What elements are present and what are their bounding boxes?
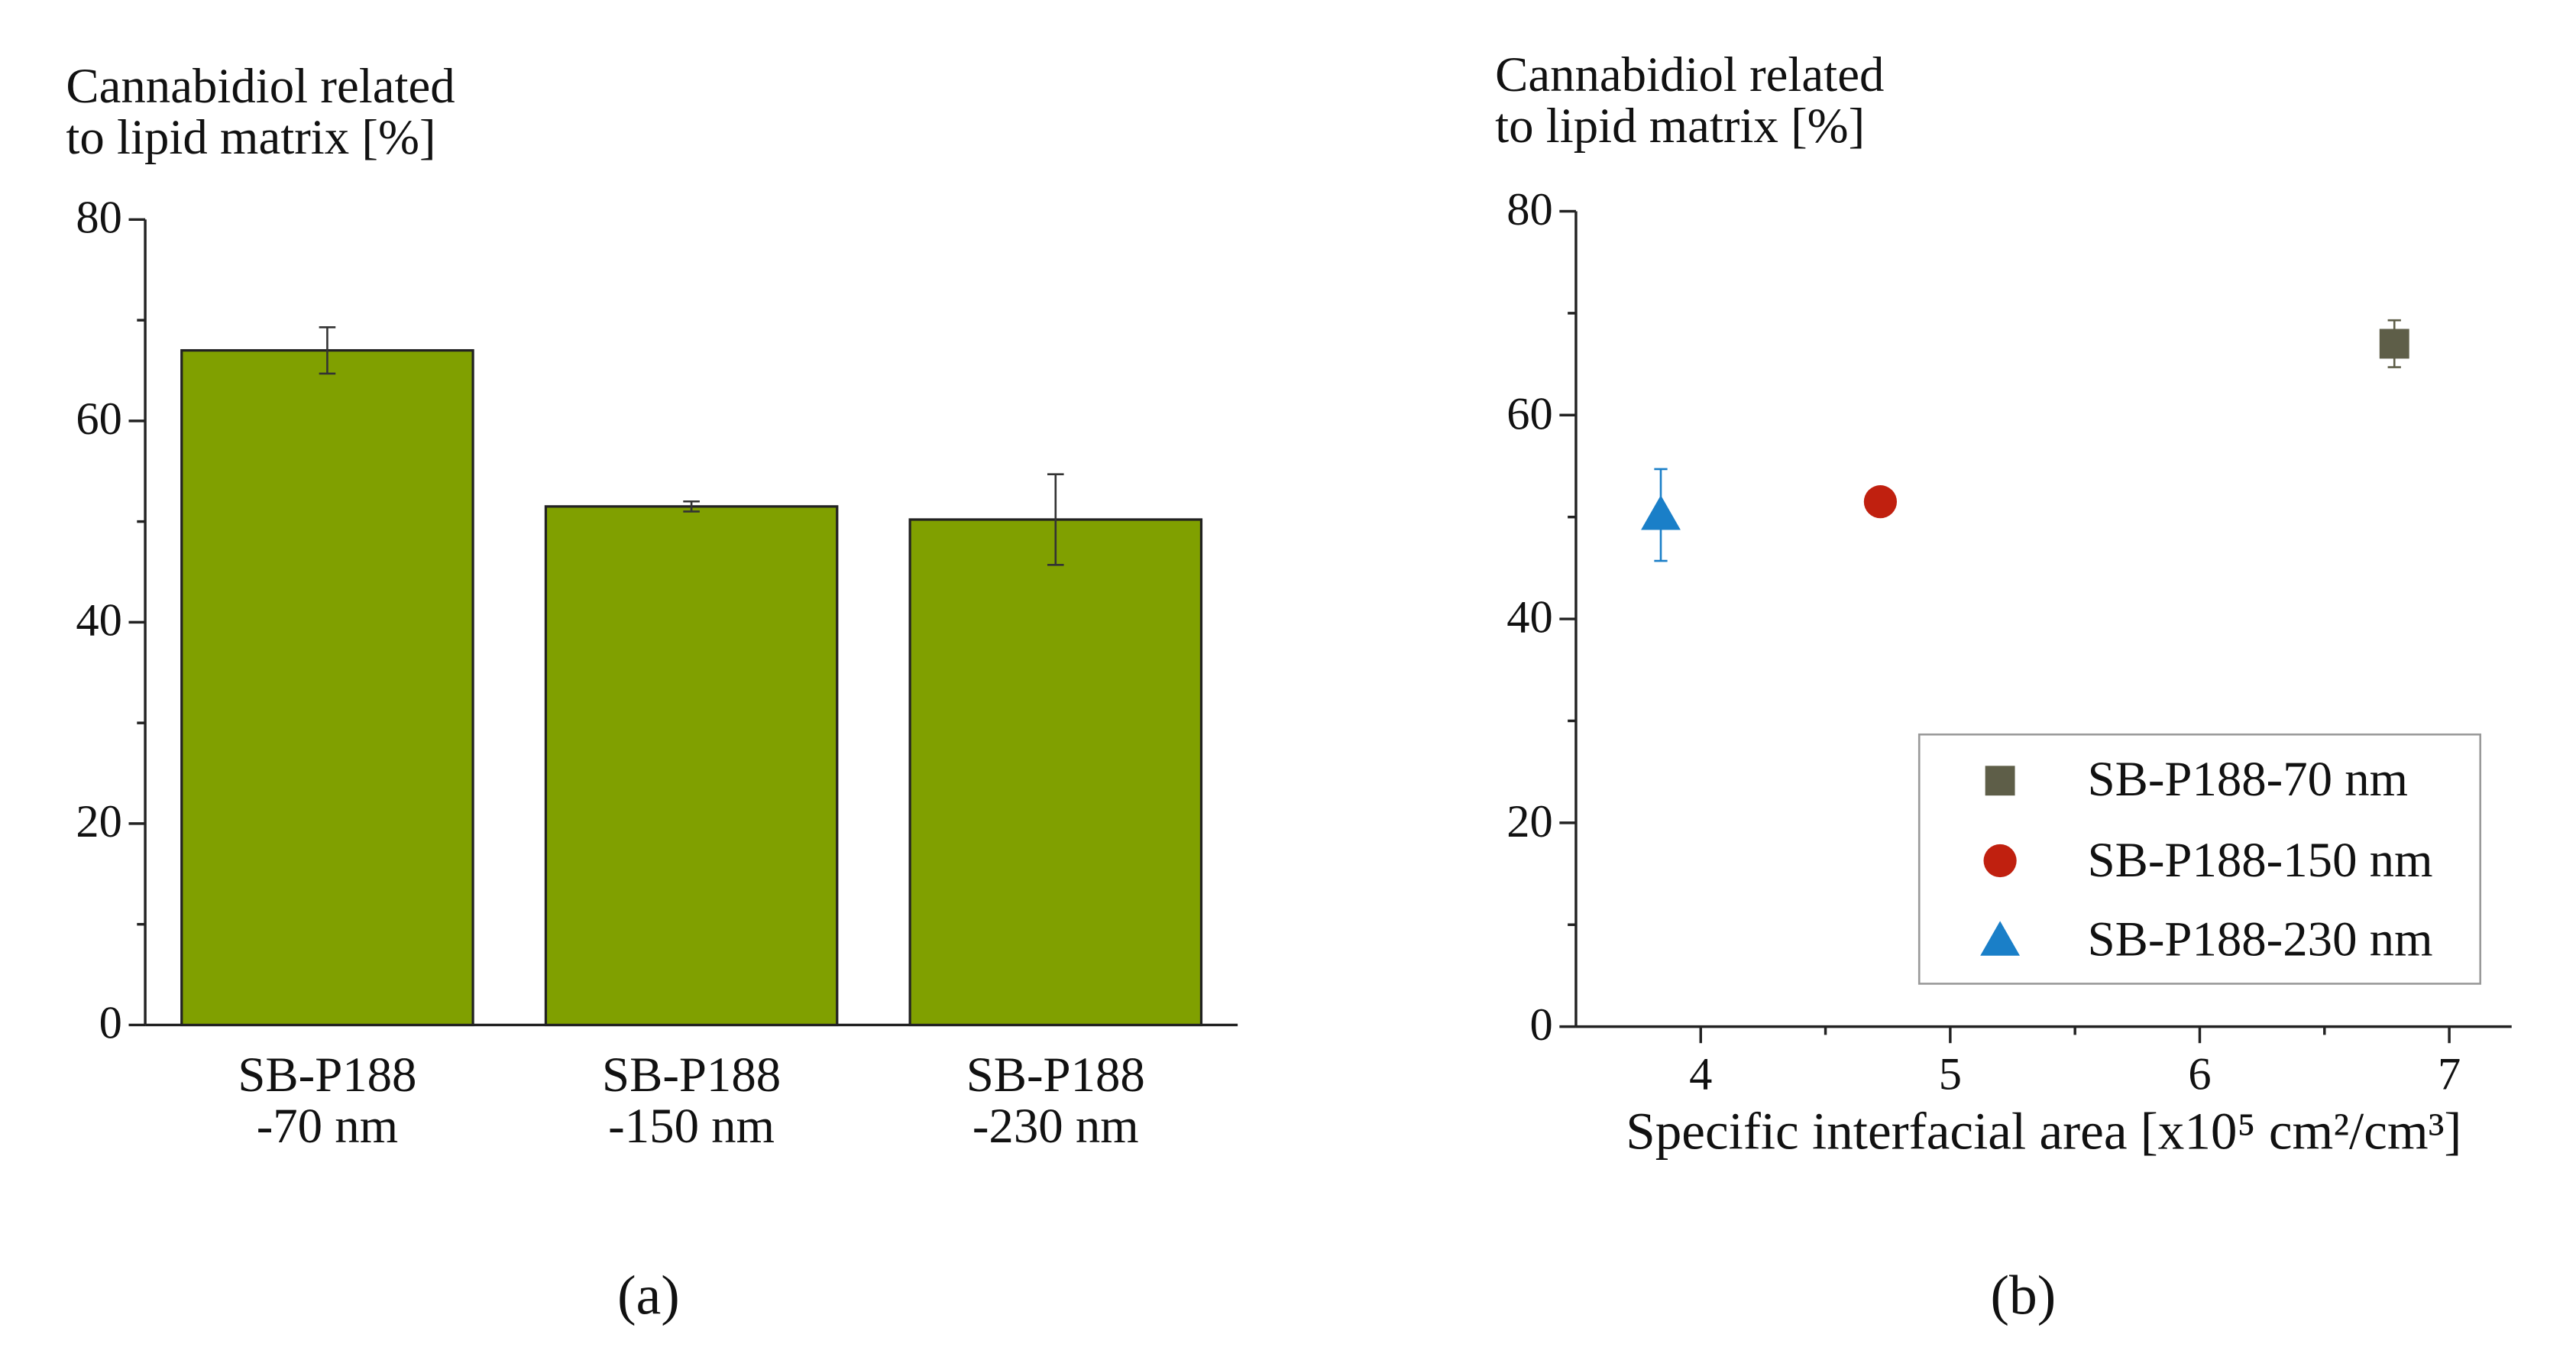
y-tick-label: 80 [1506,184,1553,236]
y-axis-label: Cannabidiol related to lipid matrix [%] [1495,47,1885,154]
legend-label: SB-P188-230 nm [2087,912,2433,967]
x-tick-label: SB-P188 -70 nm [238,1048,417,1154]
y-tick-label: 0 [1529,1000,1553,1052]
y-tick-label: 60 [1506,388,1553,440]
bar [908,518,1203,1027]
y-tick-label: 20 [76,797,122,849]
x-tick-label: 5 [1938,1049,1962,1101]
y-tick-label: 80 [76,193,122,245]
bar [544,505,839,1027]
point [1863,485,1898,519]
x-tick-label: 7 [2437,1049,2461,1101]
y-tick-label: 60 [76,394,122,446]
legend-marker [1983,844,2017,878]
y-tick-label: 20 [1506,796,1553,848]
error-bar [683,500,700,513]
y-axis-label: Cannabidiol related to lipid matrix [%] [66,59,455,166]
error-bar [319,325,336,375]
x-tick-label: SB-P188 -230 nm [966,1048,1145,1154]
x-axis-label: Specific interfacial area [x10⁵ cm²/cm³] [1626,1100,2462,1161]
x-tick-label: 4 [1689,1049,1713,1101]
y-tick-label: 0 [99,998,122,1050]
panel-label: (a) [617,1265,680,1327]
error-bar [1047,473,1064,566]
y-tick-label: 40 [1506,592,1553,644]
x-tick-label: 6 [2188,1049,2212,1101]
legend-marker [1985,766,2015,796]
point [2379,329,2409,359]
legend-label: SB-P188-150 nm [2087,832,2433,888]
x-tick-label: SB-P188 -150 nm [602,1048,782,1154]
y-tick-label: 40 [76,595,122,647]
legend-marker [1980,921,2021,956]
panel-label: (b) [1990,1265,2057,1327]
bar [180,348,474,1027]
legend-label: SB-P188-70 nm [2087,753,2409,808]
point [1641,495,1681,530]
